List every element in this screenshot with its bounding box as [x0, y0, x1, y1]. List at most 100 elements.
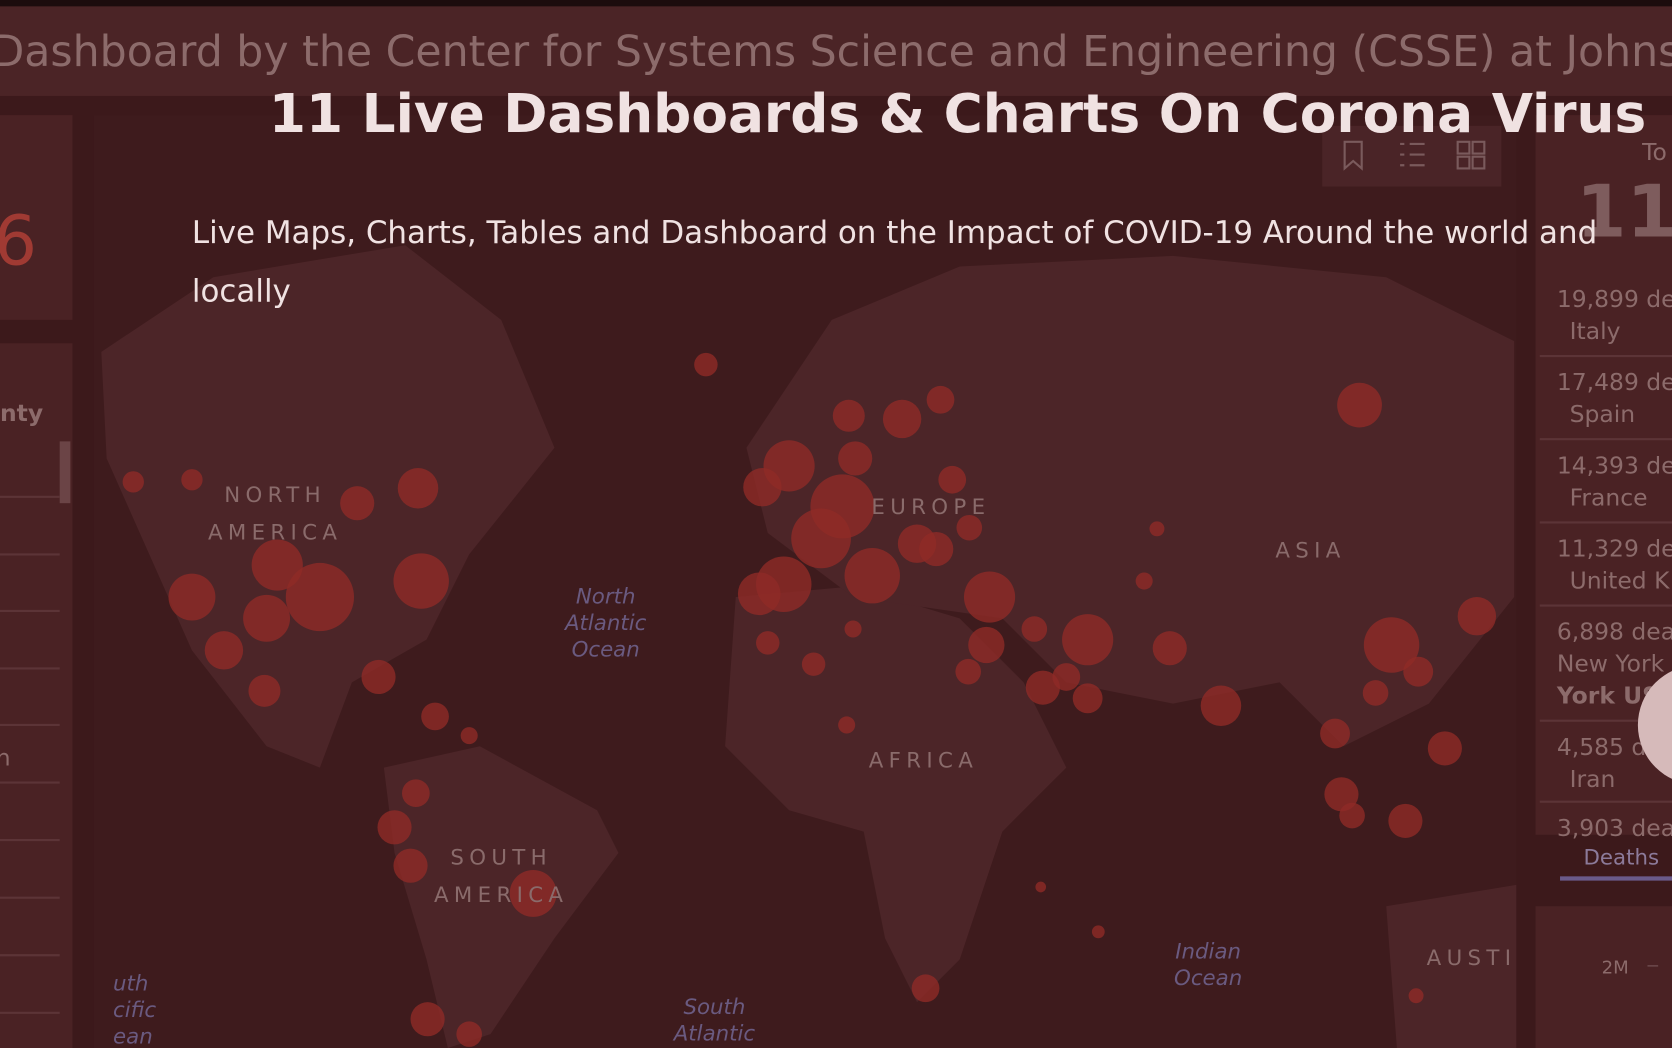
- death-row-text: 19,899 de: [1557, 285, 1672, 313]
- death-row-text: 17,489 de: [1557, 368, 1672, 396]
- floating-button[interactable]: [1637, 665, 1672, 784]
- bubble: [743, 468, 782, 507]
- bubble: [838, 716, 856, 734]
- map-label: EUROPE: [871, 495, 990, 520]
- map-label: Ocean: [1174, 966, 1242, 991]
- land-africa: [725, 586, 1067, 1003]
- death-row-text: France: [1570, 483, 1648, 511]
- bubble: [402, 779, 430, 808]
- bubble: [1388, 803, 1423, 838]
- bubble: [1363, 617, 1420, 673]
- death-row-text: Italy: [1570, 317, 1621, 345]
- bubble: [393, 553, 449, 609]
- bubble: [460, 727, 478, 745]
- bubble: [737, 572, 781, 616]
- bubble: [882, 399, 922, 439]
- left-label: nty: [0, 399, 43, 427]
- bubble: [919, 531, 954, 567]
- bubble: [1200, 685, 1242, 727]
- bubble: [832, 399, 865, 432]
- map-label: uth: [113, 971, 148, 996]
- tab-underline: [1560, 876, 1672, 881]
- bubble: [968, 626, 1005, 664]
- bubble: [1320, 718, 1350, 749]
- bubble: [801, 652, 826, 676]
- bubble: [410, 1002, 445, 1037]
- bubble: [838, 441, 873, 476]
- toolbar-icons: [1343, 140, 1486, 171]
- map-label: SOUTH: [450, 846, 552, 871]
- death-row-text: 4,585 d: [1557, 733, 1646, 761]
- bubble: [1035, 881, 1047, 893]
- bubble: [1135, 572, 1153, 590]
- bubble: [122, 471, 144, 493]
- death-row-text: 6,898 dea: [1557, 618, 1672, 646]
- bubble: [1021, 616, 1048, 642]
- banner-bar: [0, 6, 1672, 96]
- bubble: [181, 469, 203, 491]
- bubble: [955, 658, 982, 685]
- bubble: [1052, 663, 1081, 691]
- bubble: [844, 547, 900, 604]
- death-row-text: 11,329 de: [1557, 535, 1672, 563]
- map-toolbar: [1322, 125, 1502, 187]
- bubble: [1025, 670, 1060, 705]
- left-item: n: [0, 743, 11, 771]
- map-label: South: [683, 995, 745, 1020]
- bubble: [393, 848, 428, 883]
- map-label: Atlantic: [563, 611, 647, 636]
- bubble: [1149, 521, 1165, 537]
- bubble: [756, 631, 780, 655]
- map-label: ASIA: [1275, 539, 1345, 564]
- death-row-text: Spain: [1570, 400, 1635, 428]
- bubble: [285, 562, 355, 632]
- bubble: [251, 539, 303, 591]
- death-row-text: Iran: [1570, 765, 1616, 793]
- hero-subtitle: Live Maps, Charts, Tables and Dashboard …: [192, 215, 1597, 310]
- bubble: [1062, 614, 1114, 666]
- land-australia: [1386, 884, 1517, 1048]
- bubble: [1091, 925, 1105, 939]
- bubble: [938, 465, 967, 494]
- bubble: [694, 352, 718, 377]
- map-label: cific: [113, 998, 156, 1023]
- bubble: [926, 385, 955, 414]
- top-edge: [0, 0, 1672, 7]
- right-heading: To: [1641, 138, 1667, 166]
- deaths-tab[interactable]: Deaths: [1583, 846, 1659, 871]
- bubble: [1362, 680, 1389, 706]
- bubble: [956, 514, 983, 541]
- hero-title: 11 Live Dashboards & Charts On Corona Vi…: [269, 83, 1646, 145]
- list-icon[interactable]: [1400, 142, 1425, 167]
- death-row-text: 3,903 dea: [1557, 814, 1672, 842]
- death-row-text: 14,393 de: [1557, 451, 1672, 479]
- chart-axis-tick: 2M: [1602, 957, 1629, 978]
- bubble: [1152, 631, 1187, 666]
- bubble: [1337, 382, 1382, 428]
- right-total: 11: [1576, 171, 1672, 255]
- map-label: AMERICA: [208, 520, 342, 545]
- death-list: 19,899 de Italy 17,489 de Spain 14,393 de Fra…: [1539, 285, 1672, 842]
- map-label: North: [576, 584, 636, 609]
- bubble: [397, 468, 439, 509]
- bubble: [791, 508, 851, 569]
- bubble: [168, 573, 216, 621]
- left-count: 6: [0, 202, 37, 281]
- bubble: [248, 674, 281, 707]
- grid-icon[interactable]: [1456, 140, 1486, 170]
- bubble: [340, 486, 375, 521]
- map-label: ean: [113, 1025, 153, 1048]
- scrollbar: [59, 441, 71, 504]
- death-row-text: New York: [1557, 650, 1665, 678]
- land-south-america: [383, 746, 619, 1048]
- bubble: [911, 974, 940, 1003]
- land-eurasia: [746, 255, 1515, 747]
- bubble: [243, 594, 291, 642]
- bubble: [963, 571, 1016, 623]
- map-label: Indian: [1175, 939, 1241, 964]
- bubble: [1408, 988, 1424, 1004]
- bookmark-icon[interactable]: [1343, 140, 1363, 171]
- bubble: [204, 631, 244, 670]
